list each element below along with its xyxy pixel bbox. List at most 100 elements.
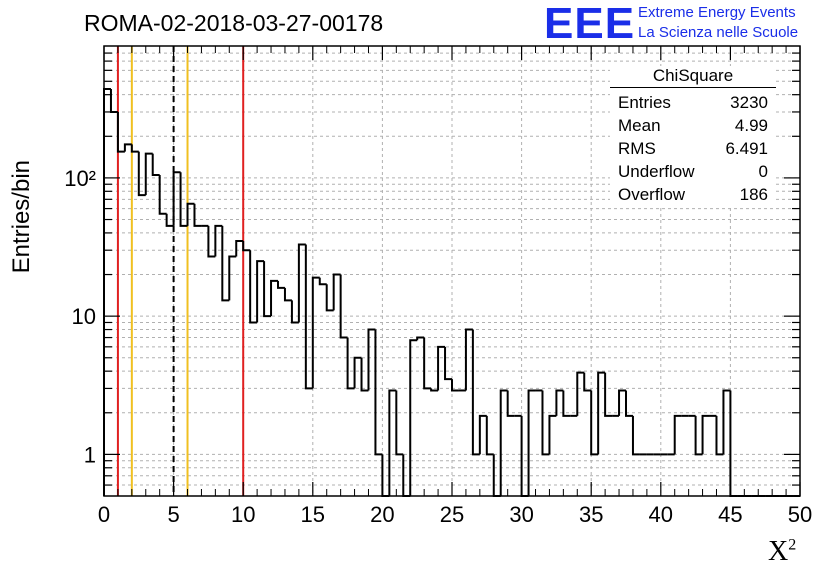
histogram-bin (214, 224, 223, 257)
histogram-bin (604, 372, 613, 417)
histogram-bin (562, 390, 571, 417)
stats-title: ChiSquare (610, 66, 776, 88)
histogram-bin (137, 151, 146, 197)
histogram-bin (451, 379, 459, 392)
x-axis-label-sup: 2 (788, 536, 797, 554)
histogram-bin (583, 372, 592, 392)
histogram-bin (499, 389, 508, 496)
histogram-bin (249, 250, 258, 324)
eee-logo: EEE (544, 0, 636, 48)
histogram-bin (464, 328, 473, 391)
histogram-bin (478, 414, 487, 455)
x-tick-label: 10 (231, 502, 255, 527)
x-tick-label: 0 (98, 502, 110, 527)
x-tick-label: 25 (440, 502, 464, 527)
histogram-bin (374, 329, 383, 456)
y-tick-label: 1 (84, 442, 96, 467)
stats-label: RMS (618, 139, 656, 158)
chart-title: ROMA-02-2018-03-27-00178 (84, 10, 384, 36)
histogram-bin (325, 284, 334, 312)
histogram-bin (277, 280, 285, 289)
histogram-bin (729, 390, 738, 497)
histogram-bin (416, 336, 425, 341)
histogram-bin (235, 239, 244, 257)
stats-label: Overflow (618, 185, 686, 204)
histogram-bin (103, 87, 111, 496)
histogram-bin (548, 414, 557, 455)
histogram-bin (590, 390, 599, 456)
histogram-bin (715, 415, 724, 456)
histogram-bin (618, 389, 626, 416)
histogram-bin (332, 273, 341, 311)
y-axis-label: Entries/bin (8, 160, 35, 274)
histogram-bin (123, 143, 132, 152)
histogram-bin (388, 389, 397, 496)
histogram-bin (304, 244, 313, 390)
x-tick-label: 35 (579, 502, 603, 527)
reference-lines (116, 46, 245, 496)
histogram-bin (256, 260, 265, 323)
histogram-bin (409, 339, 418, 496)
x-tick-label: 15 (301, 502, 325, 527)
histogram-bin (158, 174, 167, 215)
x-tick-label: 50 (788, 502, 812, 527)
histogram-bin (165, 213, 174, 227)
histogram-bin (353, 356, 362, 389)
histogram-bin (290, 300, 299, 324)
histogram-bin (597, 371, 606, 455)
stats-box: ChiSquare Entries 3230 Mean 4.99 RMS 6.4… (610, 66, 776, 206)
stats-row-entries: Entries 3230 (610, 91, 776, 114)
stats-row-rms: RMS 6.491 (610, 137, 776, 160)
histogram-bin (576, 371, 585, 416)
plot-frame (103, 45, 801, 497)
x-axis-label-base: X (768, 536, 789, 567)
histogram-bin (471, 329, 480, 456)
stats-value: 3230 (730, 93, 768, 112)
histogram-bin (263, 261, 272, 318)
x-tick-label: 45 (718, 502, 742, 527)
histogram-bin (694, 415, 703, 456)
y-tick-label: 10 (72, 304, 96, 329)
histogram-bin (151, 153, 160, 176)
histogram-bin (130, 144, 139, 153)
histogram-bin (701, 414, 710, 455)
histogram-bin (186, 202, 195, 226)
histogram-bin (339, 274, 348, 339)
histogram-bin (625, 390, 633, 417)
stats-row-overflow: Overflow 186 (610, 183, 776, 206)
histogram-bin (270, 279, 278, 317)
histogram-bin (722, 389, 731, 455)
histogram-bin (109, 88, 118, 113)
x-tick-label: 5 (167, 502, 179, 527)
histogram-bin (541, 390, 550, 456)
histogram-bin (311, 276, 320, 389)
histogram-bin (207, 225, 216, 258)
histogram-bin (144, 152, 153, 196)
histogram-bin (367, 328, 376, 391)
histogram-bin (395, 390, 404, 456)
histogram-bin (297, 243, 306, 323)
x-tick-label: 30 (509, 502, 533, 527)
histogram-bin (283, 287, 292, 302)
histogram-bin (242, 240, 251, 252)
histogram-bin (360, 357, 369, 392)
histogram-bin (430, 388, 439, 392)
stats-value: 6.491 (725, 139, 768, 158)
histogram-bin (193, 203, 202, 227)
logo-line-2: La Scienza nelle Scuole (638, 24, 799, 41)
histogram-bin (179, 172, 188, 227)
stats-label: Mean (618, 116, 661, 135)
histogram-bin (437, 345, 446, 391)
logo-line-1: Extreme Energy Events (638, 4, 796, 21)
histogram-bin (228, 255, 237, 301)
histogram-bin (631, 415, 640, 456)
histogram-bin (506, 390, 515, 417)
stats-row-mean: Mean 4.99 (610, 114, 776, 137)
histogram-bin (527, 389, 536, 496)
histogram-bin (346, 337, 355, 390)
stats-value: 0 (758, 162, 768, 181)
histogram-bin (444, 346, 452, 381)
stats-value: 4.99 (734, 116, 768, 135)
histogram-bin (555, 389, 564, 416)
